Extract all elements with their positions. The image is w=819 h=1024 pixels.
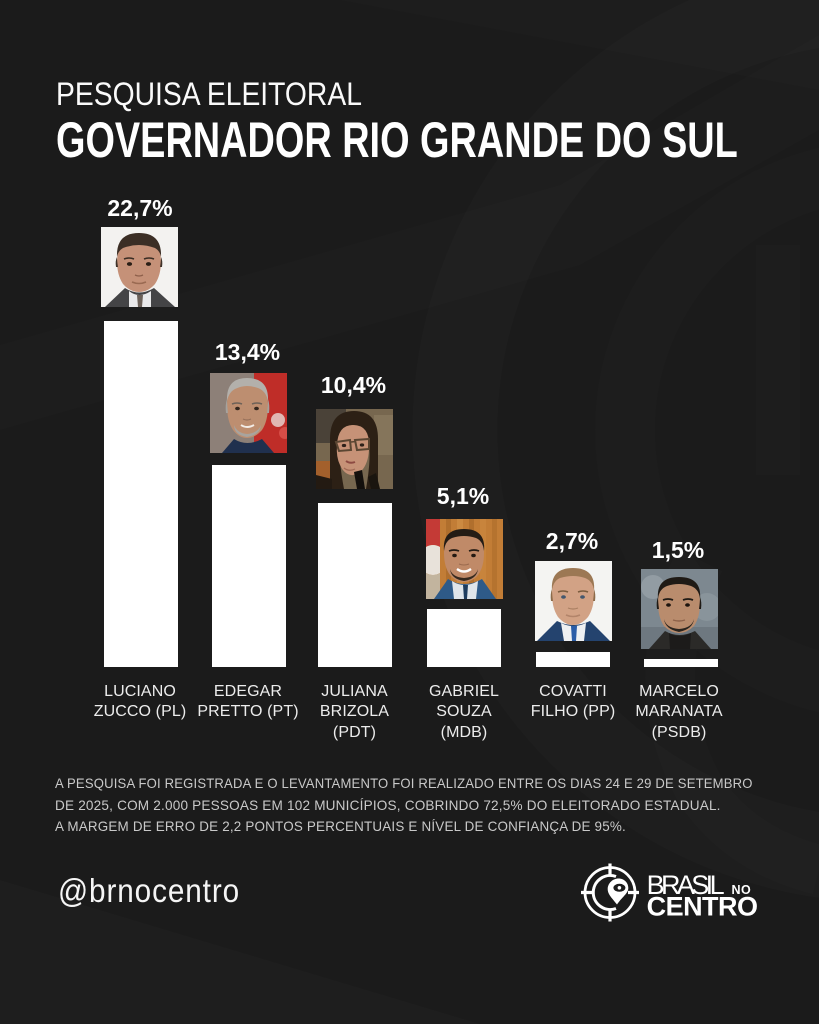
svg-text:CENTRO: CENTRO [647,892,758,922]
svg-text:NO: NO [732,883,752,897]
svg-text:BRASIL: BRASIL [647,870,725,900]
